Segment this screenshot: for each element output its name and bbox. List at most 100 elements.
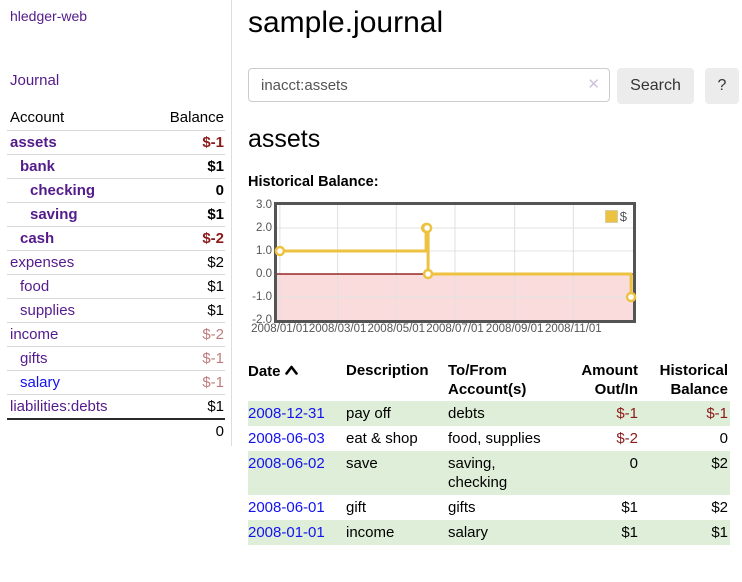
column-header-balance[interactable]: Historical Balance [659, 362, 728, 398]
account-row: assets $-1 [7, 130, 225, 154]
y-axis-tick: -1.0 [252, 291, 272, 303]
accounts-table-header: Account Balance [7, 105, 225, 130]
transaction-date-link[interactable]: 2008-12-31 [248, 405, 325, 422]
account-heading: assets [248, 125, 321, 153]
column-header-accounts[interactable]: To/From Account(s) [448, 362, 527, 398]
account-link-income[interactable]: income [10, 326, 59, 343]
data-point[interactable] [422, 268, 434, 280]
transaction-balance: $-1 [706, 405, 728, 422]
account-link-expenses[interactable]: expenses [10, 254, 75, 271]
account-balance: 0 [215, 182, 224, 199]
transaction-description: eat & shop [346, 430, 418, 447]
account-balance: $1 [207, 206, 224, 223]
transaction-amount: $1 [621, 499, 638, 516]
column-header-amount[interactable]: Amount Out/In [581, 362, 638, 398]
y-axis-tick: -2.0 [252, 314, 272, 326]
account-balance: $1 [207, 398, 224, 415]
transaction-amount: 0 [629, 455, 638, 472]
sort-asc-icon [284, 361, 298, 380]
search-form: ✕ Search ? [248, 68, 740, 104]
transaction-balance: $1 [711, 524, 728, 541]
transaction-description: pay off [346, 405, 391, 422]
register-row: 2008-06-02 save saving, checking 0 $2 [248, 451, 730, 495]
transaction-amount: $1 [621, 524, 638, 541]
register-row: 2008-01-01 income salary $1 $1 [248, 520, 730, 545]
account-link-saving[interactable]: saving [30, 206, 78, 223]
sidebar: hledger-web Journal Account Balance asse… [0, 0, 232, 446]
x-axis-tick: 2008/03/01 [308, 323, 367, 335]
y-axis-tick: 1.0 [256, 245, 272, 257]
register-header-row: Date Description To/From Account(s) Amou… [248, 359, 730, 401]
account-row: liabilities:debts $1 [7, 394, 225, 418]
register-table: Date Description To/From Account(s) Amou… [248, 359, 730, 545]
transaction-accounts: gifts [448, 499, 476, 516]
transaction-description: save [346, 455, 378, 472]
account-balance: $1 [207, 278, 224, 295]
account-link-liabilities-debts[interactable]: liabilities:debts [10, 398, 108, 415]
x-axis-tick: 2008/05/01 [367, 323, 426, 335]
account-balance: $-1 [202, 374, 224, 391]
legend-swatch [604, 210, 618, 223]
y-axis-tick: 0.0 [256, 268, 272, 280]
register-row: 2008-06-01 gift gifts $1 $2 [248, 495, 730, 520]
account-balance: $-2 [202, 326, 224, 343]
column-header-date[interactable]: Date [248, 359, 346, 401]
data-point[interactable] [625, 291, 637, 303]
account-row: food $1 [7, 274, 225, 298]
account-link-salary[interactable]: salary [20, 374, 61, 391]
y-axis-tick: 2.0 [256, 222, 272, 234]
search-input-wrap: ✕ [248, 68, 610, 104]
legend-label: $ [619, 209, 627, 224]
transaction-date-link[interactable]: 2008-06-02 [248, 455, 325, 472]
transaction-amount: $-2 [616, 430, 638, 447]
chart-title: Historical Balance: [248, 174, 379, 190]
x-axis-tick: 2008/07/01 [426, 323, 484, 335]
transaction-date-link[interactable]: 2008-06-01 [248, 499, 325, 516]
brand-link[interactable]: hledger-web [10, 8, 88, 24]
account-link-assets[interactable]: assets [10, 134, 57, 151]
column-header-date-label: Date [248, 363, 281, 380]
y-axis-tick: 3.0 [256, 199, 272, 211]
transaction-accounts: food, supplies [448, 430, 541, 447]
search-button[interactable]: Search [617, 68, 694, 104]
x-axis-tick: 2008/09/01 [485, 323, 544, 335]
data-point[interactable] [274, 245, 286, 257]
transaction-description: gift [346, 499, 367, 516]
account-balance: $1 [207, 302, 224, 319]
help-button[interactable]: ? [705, 68, 739, 104]
main-content: sample.journal ✕ Search ? assets Histori… [248, 0, 740, 545]
chart-plot-area[interactable]: $ [274, 202, 637, 323]
transaction-description: income [346, 524, 395, 541]
accounts-header-balance: Balance [169, 109, 224, 126]
account-row: checking 0 [7, 178, 225, 202]
transaction-accounts: salary [448, 524, 489, 541]
x-axis-tick: 2008/11/01 [544, 323, 602, 335]
transaction-date-link[interactable]: 2008-06-03 [248, 430, 325, 447]
transaction-balance: $2 [711, 499, 728, 516]
account-link-bank[interactable]: bank [20, 158, 56, 175]
accounts-total-value: 0 [215, 423, 224, 440]
account-row: income $-2 [7, 322, 225, 346]
register-row: 2008-06-03 eat & shop food, supplies $-2 0 [248, 426, 730, 451]
account-link-gifts[interactable]: gifts [20, 350, 48, 367]
account-link-supplies[interactable]: supplies [20, 302, 76, 319]
account-balance: $-2 [202, 230, 224, 247]
account-link-cash[interactable]: cash [20, 230, 55, 247]
account-row: supplies $1 [7, 298, 225, 322]
x-axis-tick: 2008/01/01 [251, 323, 309, 335]
register-row: 2008-12-31 pay off debts $-1 $-1 [248, 401, 730, 426]
search-input[interactable] [248, 68, 610, 102]
column-header-description[interactable]: Description [346, 362, 429, 379]
data-point[interactable] [421, 222, 433, 234]
clear-search-icon[interactable]: ✕ [587, 76, 600, 93]
sidebar-item-journal[interactable]: Journal [10, 72, 60, 89]
transaction-accounts: debts [448, 405, 485, 422]
account-balance: $2 [207, 254, 224, 271]
account-link-food[interactable]: food [20, 278, 50, 295]
transaction-balance: 0 [719, 430, 728, 447]
page-title: sample.journal [248, 6, 444, 39]
accounts-table: Account Balance assets $-1 bank $1 checking 0… [7, 105, 225, 443]
account-link-checking[interactable]: checking [30, 182, 96, 199]
account-row: cash $-2 [7, 226, 225, 250]
transaction-date-link[interactable]: 2008-01-01 [248, 524, 325, 541]
